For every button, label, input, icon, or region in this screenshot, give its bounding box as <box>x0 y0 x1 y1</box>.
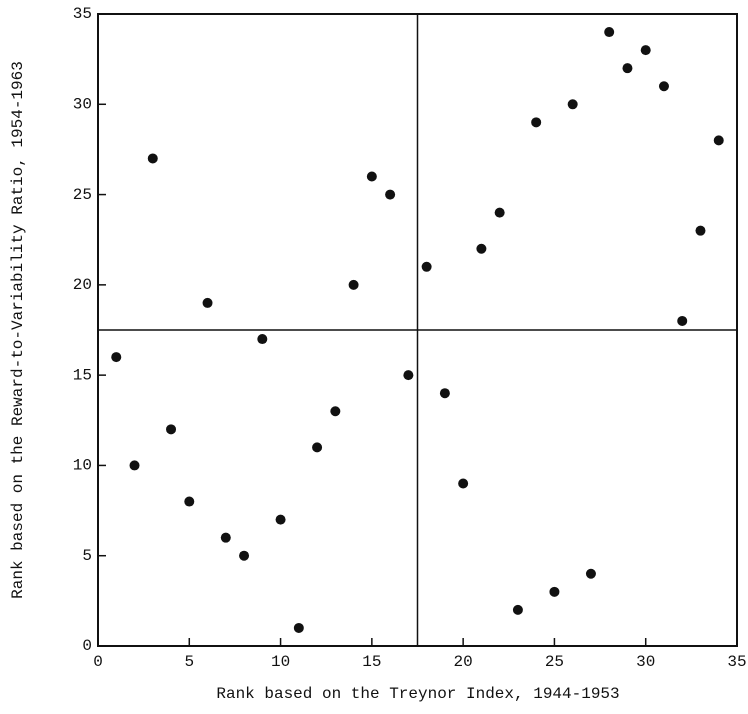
point <box>129 460 140 471</box>
y-tick-label: 30 <box>73 96 92 114</box>
point <box>348 279 359 290</box>
point <box>111 352 122 363</box>
point <box>166 424 177 435</box>
point <box>202 297 213 308</box>
point <box>585 568 596 579</box>
point <box>658 81 669 92</box>
point <box>713 135 724 146</box>
point <box>257 334 268 345</box>
y-tick-label: 10 <box>73 457 92 475</box>
x-tick-label: 0 <box>93 653 103 671</box>
point <box>677 315 688 326</box>
point <box>403 370 414 381</box>
x-tick-label: 5 <box>184 653 194 671</box>
y-tick-label: 35 <box>73 5 92 23</box>
x-axis-label: Rank based on the Treynor Index, 1944-19… <box>216 685 619 703</box>
point <box>567 99 578 110</box>
point <box>184 496 195 507</box>
point <box>695 225 706 236</box>
x-tick-label: 15 <box>362 653 381 671</box>
point <box>549 586 560 597</box>
point <box>366 171 377 182</box>
point <box>239 550 250 561</box>
y-tick-label: 5 <box>82 547 92 565</box>
point <box>439 388 450 399</box>
point <box>147 153 158 164</box>
point <box>476 243 487 254</box>
point <box>312 442 323 453</box>
y-tick-label: 0 <box>82 637 92 655</box>
y-tick-label: 25 <box>73 186 92 204</box>
y-tick-label: 15 <box>73 366 92 384</box>
x-tick-label: 35 <box>727 653 746 671</box>
point <box>531 117 542 128</box>
point <box>622 63 633 74</box>
point <box>512 604 523 615</box>
x-tick-label: 25 <box>545 653 564 671</box>
x-tick-label: 20 <box>454 653 473 671</box>
point <box>604 27 615 38</box>
y-axis-label: Rank based on the Reward-to-Variability … <box>9 61 27 599</box>
point <box>220 532 231 543</box>
point <box>330 406 341 417</box>
point <box>458 478 469 489</box>
point <box>640 45 651 56</box>
point <box>275 514 286 525</box>
point <box>385 189 396 200</box>
point <box>421 261 432 272</box>
x-tick-label: 10 <box>271 653 290 671</box>
point <box>293 622 304 633</box>
x-tick-label: 30 <box>636 653 655 671</box>
y-tick-label: 20 <box>73 276 92 294</box>
point <box>494 207 505 218</box>
